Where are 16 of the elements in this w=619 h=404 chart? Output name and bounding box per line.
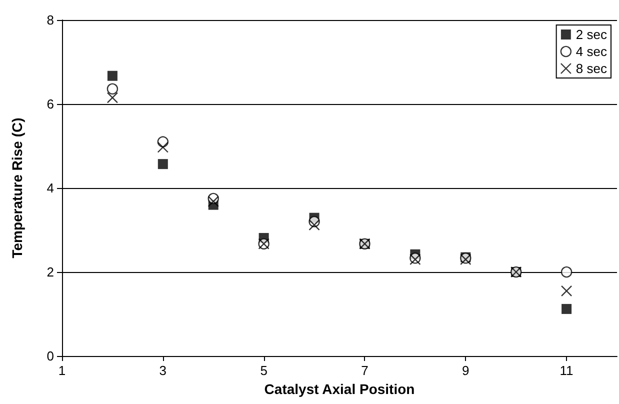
- y-axis-title: Temperature Rise (C): [9, 118, 25, 258]
- x-tick-label: 7: [361, 363, 368, 378]
- legend-label: 4 sec: [576, 44, 608, 59]
- y-tick-label: 4: [46, 180, 54, 196]
- legend-label: 8 sec: [576, 61, 608, 76]
- x-tick-label: 3: [159, 363, 167, 378]
- x-tick-label: 11: [560, 363, 574, 378]
- legend-label: 2 sec: [576, 27, 608, 42]
- x-tick-label: 9: [462, 363, 470, 378]
- x-axis-title: Catalyst Axial Position: [264, 380, 415, 397]
- y-tick-label: 0: [46, 348, 54, 364]
- y-tick-label: 8: [46, 12, 54, 28]
- x-tick-label: 5: [260, 363, 268, 378]
- x-tick-label: 1: [58, 363, 66, 378]
- y-tick-label: 2: [46, 264, 54, 280]
- y-tick-label: 6: [46, 96, 54, 112]
